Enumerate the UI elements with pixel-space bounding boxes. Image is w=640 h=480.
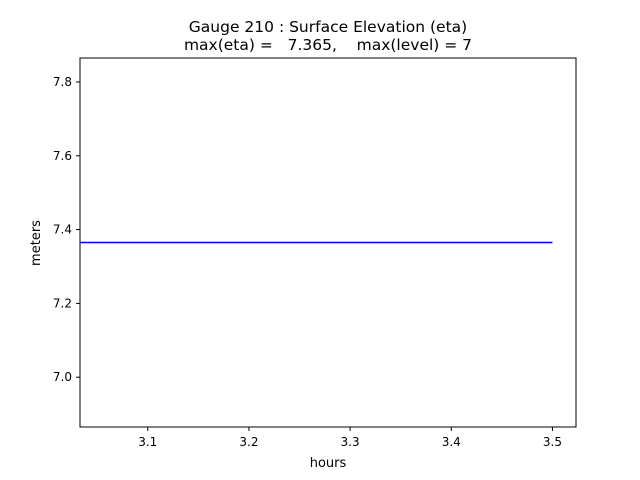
plot-frame bbox=[79, 57, 577, 428]
x-tick-label: 3.2 bbox=[239, 435, 258, 449]
y-tick-label: 7.8 bbox=[53, 75, 72, 89]
chart-title: Gauge 210 : Surface Elevation (eta) bbox=[189, 18, 467, 36]
x-axis-label: hours bbox=[310, 456, 347, 471]
x-tick-label: 3.1 bbox=[138, 435, 157, 449]
x-tick-label: 3.4 bbox=[442, 435, 461, 449]
x-tick-label: 3.5 bbox=[543, 435, 562, 449]
y-tick-label: 7.2 bbox=[53, 296, 72, 310]
y-tick-label: 7.0 bbox=[53, 370, 72, 384]
chart-subtitle: max(eta) = 7.365, max(level) = 7 bbox=[184, 36, 472, 54]
y-axis: 7.0 7.2 7.4 7.6 7.8 bbox=[53, 75, 80, 384]
x-tick-label: 3.3 bbox=[341, 435, 360, 449]
y-tick-label: 7.6 bbox=[53, 149, 72, 163]
y-axis-label: meters bbox=[29, 220, 44, 266]
x-axis: 3.1 3.2 3.3 3.4 3.5 bbox=[138, 427, 562, 449]
y-tick-label: 7.4 bbox=[53, 223, 72, 237]
